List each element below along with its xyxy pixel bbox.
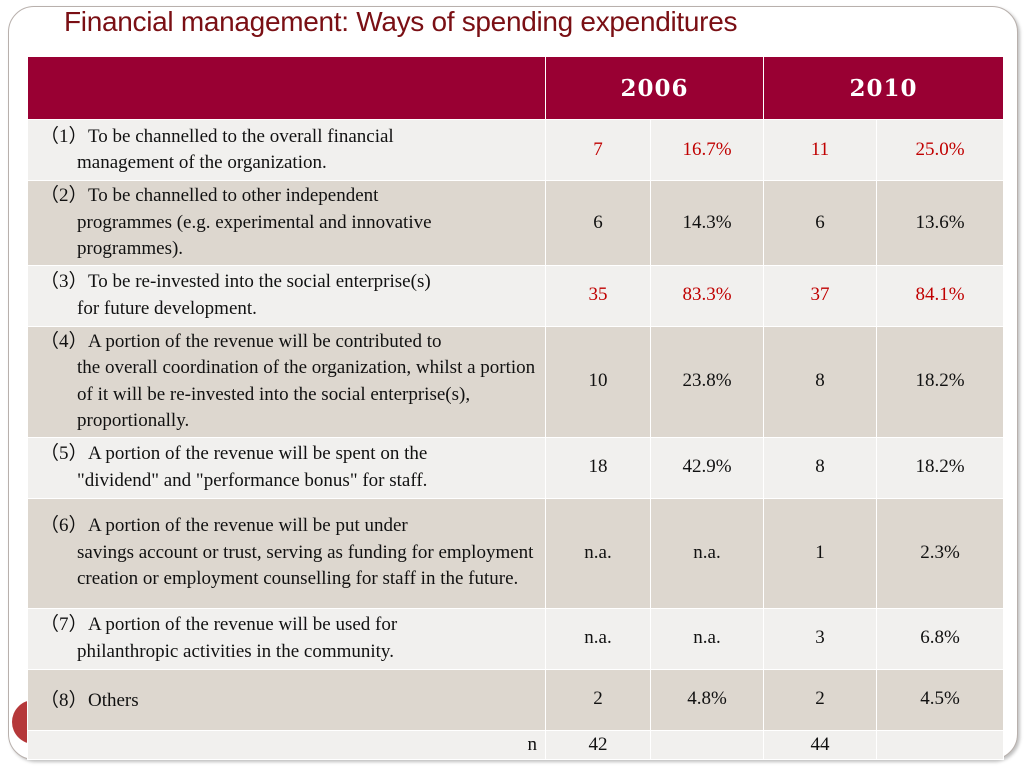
percent-2010: 18.2% [876,325,1005,438]
percent-2006: 16.7% [649,119,765,181]
row-number: （7） [40,614,88,635]
header-2010: 2010 [763,56,1005,120]
row-number: （4） [40,330,88,352]
table-row: （6）A portion of the revenue will be put … [27,497,1005,609]
n-label: n [27,729,546,760]
row-text-first: A portion of the revenue will be contrib… [88,330,442,352]
n-2010-blank [876,729,1005,760]
row-text-first: Others [88,689,139,711]
row-text-first: To be channelled to the overall financia… [88,125,394,147]
row-text-first: To be re-invested into the social enterp… [88,271,431,292]
row-description: （2）To be channelled to other independent… [27,180,546,266]
expenditure-table: 2006 2010 （1）To be channelled to the ove… [27,56,1005,760]
n-2006-blank [649,729,765,760]
row-text-rest: programmes (e.g. experimental and innova… [77,211,432,260]
row-number: （8） [40,689,88,711]
count-2010: 11 [763,119,878,181]
row-number: （5） [40,443,88,464]
percent-2006: n.a. [649,607,765,670]
row-text-first: A portion of the revenue will be used fo… [88,614,398,635]
count-2010: 3 [763,607,878,670]
header-row: 2006 2010 [27,56,1005,120]
table-row: （8）Others 2 4.8% 2 4.5% [27,668,1005,731]
count-2010: 2 [763,668,878,731]
row-text-rest: for future development. [77,297,257,319]
row-description: （1）To be channelled to the overall finan… [27,119,546,181]
row-text-rest: "dividend" and "performance bonus" for s… [77,469,428,491]
row-description: （7）A portion of the revenue will be used… [27,607,546,670]
count-2010: 8 [763,436,878,499]
row-description: （3）To be re-invested into the social ent… [27,264,546,327]
count-2006: n.a. [545,497,651,609]
percent-2006: 4.8% [649,668,765,731]
percent-2006: n.a. [649,497,765,609]
header-blank [27,56,546,120]
percent-2006: 23.8% [649,325,765,438]
slide-title: Financial management: Ways of spending e… [64,6,738,37]
count-2006: 18 [545,436,651,499]
n-2006: 42 [545,729,651,760]
row-number: （2） [40,185,88,206]
count-2006: 2 [545,668,651,731]
table-row-total: n 42 44 [27,729,1005,760]
row-text-first: To be channelled to other independent [88,185,379,206]
count-2006: 7 [545,119,651,181]
table-row: （5）A portion of the revenue will be spen… [27,436,1005,499]
row-text-first: A portion of the revenue will be put und… [88,515,408,537]
table-row: （2）To be channelled to other independent… [27,180,1005,266]
row-number: （1） [40,125,88,147]
percent-2006: 83.3% [649,264,765,327]
count-2006: 10 [545,325,651,438]
percent-2006: 42.9% [649,436,765,499]
count-2010: 8 [763,325,878,438]
row-number: （6） [40,515,88,537]
count-2006: 35 [545,264,651,327]
count-2006: 6 [545,180,651,266]
table-row: （7）A portion of the revenue will be used… [27,607,1005,670]
table-row: （3）To be re-invested into the social ent… [27,264,1005,327]
row-description: （5）A portion of the revenue will be spen… [27,436,546,499]
percent-2010: 6.8% [876,607,1005,670]
percent-2010: 13.6% [876,180,1005,266]
percent-2010: 18.2% [876,436,1005,499]
row-description: （4）A portion of the revenue will be cont… [27,325,546,438]
row-text-first: A portion of the revenue will be spent o… [88,443,428,464]
percent-2010: 25.0% [876,119,1005,181]
count-2010: 37 [763,264,878,327]
row-text-rest: philanthropic activities in the communit… [77,640,394,662]
percent-2010: 84.1% [876,264,1005,327]
count-2010: 1 [763,497,878,609]
count-2006: n.a. [545,607,651,670]
row-text-rest: the overall coordination of the organiza… [77,357,536,431]
row-description: （6）A portion of the revenue will be put … [27,497,546,609]
row-text-rest: management of the organization. [77,152,327,173]
row-number: （3） [40,271,88,292]
percent-2010: 2.3% [876,497,1005,609]
n-2010: 44 [763,729,878,760]
row-text-rest: savings account or trust, serving as fun… [77,541,534,590]
header-2006: 2006 [544,56,765,120]
table-row: （4）A portion of the revenue will be cont… [27,325,1005,438]
percent-2010: 4.5% [876,668,1005,731]
row-description: （8）Others [27,668,546,731]
count-2010: 6 [763,180,878,266]
percent-2006: 14.3% [649,180,765,266]
table-row: （1）To be channelled to the overall finan… [27,119,1005,181]
